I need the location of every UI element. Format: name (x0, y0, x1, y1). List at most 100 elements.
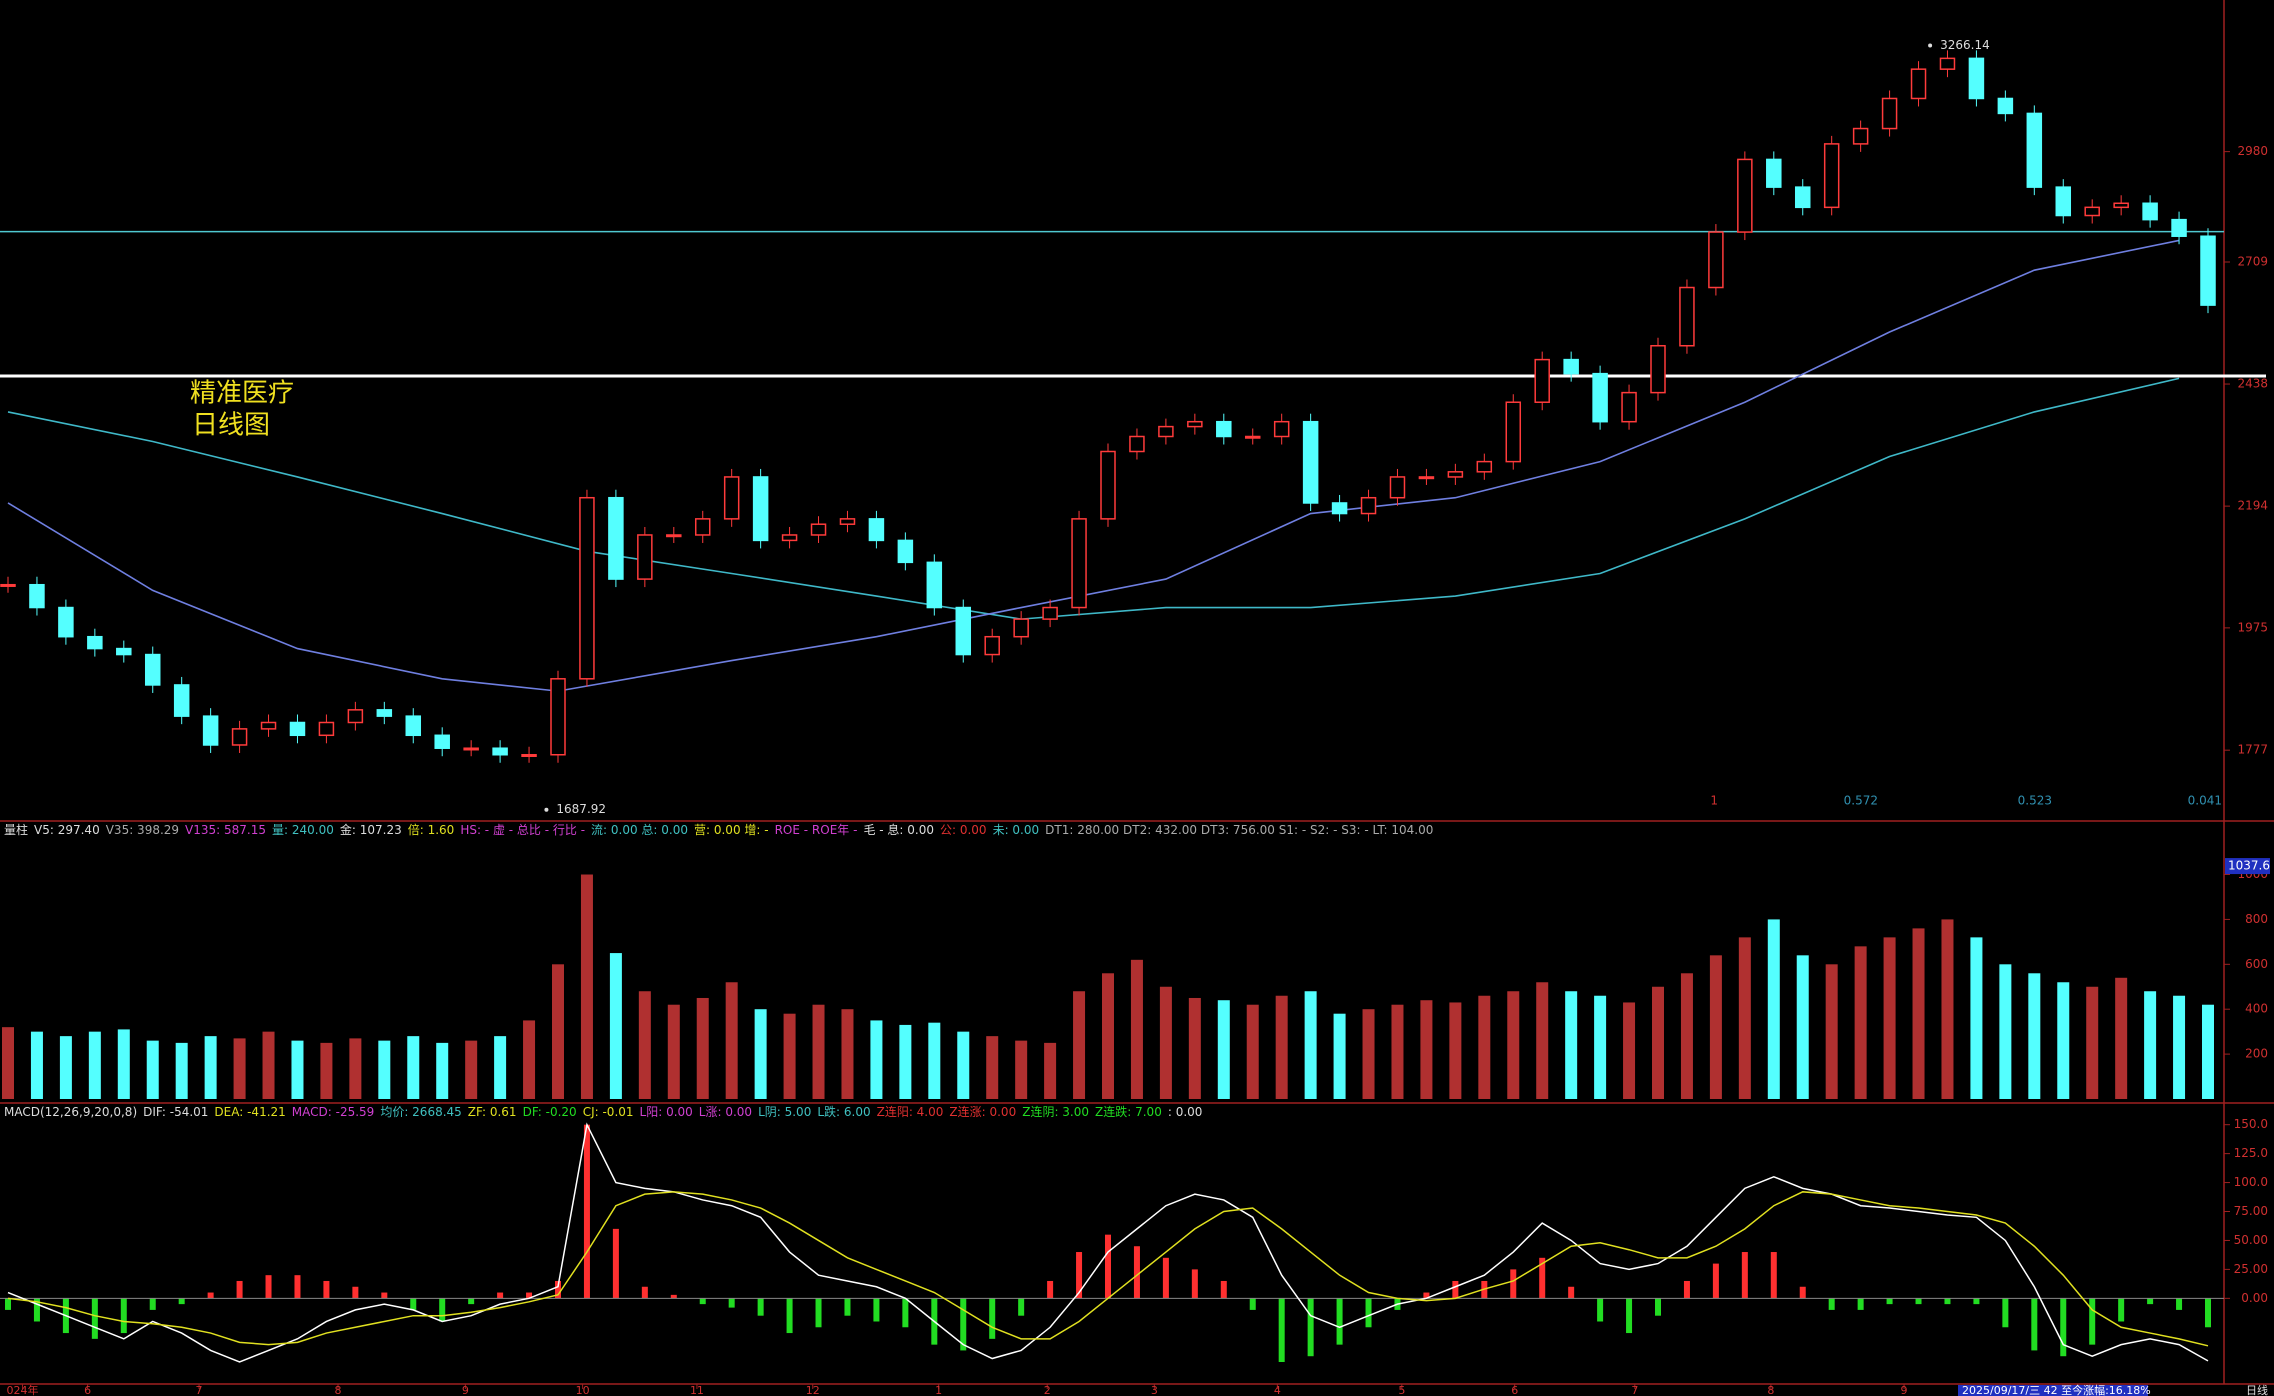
volume-bar (1970, 937, 1983, 1099)
macd-bar (2060, 1298, 2067, 1357)
macd-bar (1973, 1298, 1980, 1305)
volume-bar (783, 1013, 796, 1099)
y-tick-label: 2194 (2237, 499, 2268, 513)
x-tick-label: 4 (1274, 1384, 1281, 1396)
candle (1794, 186, 1811, 209)
candle (1968, 57, 1985, 100)
candle (2171, 218, 2187, 237)
header-item: L跌: 6.00 (817, 1104, 870, 1119)
x-tick-label: 11 (690, 1384, 704, 1396)
candle (1592, 372, 1608, 423)
y-tick-label: 800 (2245, 912, 2268, 926)
header-item: Z连涨: 0.00 (949, 1104, 1016, 1119)
candle (781, 534, 798, 542)
y-tick-label: 75.00 (2234, 1204, 2268, 1218)
volume-bar (580, 874, 593, 1099)
candle (463, 747, 479, 751)
volume-bar (928, 1022, 941, 1099)
candle (897, 539, 914, 564)
macd-bar (2031, 1298, 2038, 1351)
volume-bar (1449, 1002, 1462, 1099)
volume-bar (59, 1036, 72, 1099)
candle (1129, 435, 1145, 453)
macd-bar (1770, 1252, 1777, 1299)
volume-bar (1565, 991, 1578, 1099)
y-tick-label: 2980 (2237, 144, 2268, 158)
candle (1418, 476, 1435, 480)
macd-bar (1133, 1246, 1140, 1299)
candle (87, 635, 103, 650)
macd-bar (1655, 1298, 1661, 1316)
y-tick-label: 100.0 (2234, 1175, 2268, 1189)
macd-bar (1220, 1280, 1227, 1299)
volume-bar (1594, 995, 1607, 1099)
volume-bar (1623, 1002, 1636, 1099)
macd-bar (2002, 1298, 2009, 1328)
header-item: L涨: 0.00 (699, 1104, 752, 1119)
volume-bar (1188, 997, 1201, 1099)
candle (1071, 518, 1087, 609)
macd-bar (149, 1298, 156, 1310)
x-tick-label: 8 (335, 1384, 342, 1396)
max-box (2225, 858, 2270, 875)
candle (1187, 420, 1203, 428)
macd-bar (815, 1298, 822, 1328)
candle (1679, 286, 1695, 347)
macd-bar (1915, 1298, 1922, 1305)
volume-bar (1883, 937, 1896, 1099)
macd-bar (1539, 1257, 1546, 1299)
footer-label: 0.572 (1844, 794, 1878, 808)
y-tick-label: 50.00 (2234, 1233, 2268, 1247)
candle (58, 606, 74, 638)
extreme-label: 3266.14 (1940, 38, 1990, 52)
macd-bar (583, 1124, 590, 1299)
header-item: 公: 0.00 (940, 823, 987, 837)
header-item: 未: 0.00 (993, 823, 1040, 837)
macd-bar (1799, 1286, 1806, 1299)
macd-bar (1683, 1280, 1690, 1299)
y-tick-label: 2438 (2237, 377, 2268, 391)
candle (1939, 57, 1956, 70)
period: 日线 (2246, 1383, 2268, 1396)
candle (1331, 502, 1348, 515)
volume-bar (725, 982, 738, 1099)
volume-bar (2115, 977, 2128, 1099)
volume-bar (1391, 1004, 1404, 1099)
macd-bar (526, 1292, 533, 1299)
volume-bar (436, 1042, 449, 1099)
candle (1100, 450, 1116, 520)
macd-bar (728, 1298, 735, 1308)
y-tick-label: 0.00 (2241, 1291, 2268, 1305)
macd-bar (1741, 1252, 1748, 1299)
candle (0, 583, 16, 587)
volume-bar (754, 1009, 767, 1099)
volume-bar (609, 953, 622, 1099)
macd-bar (2176, 1298, 2183, 1310)
macd-bar (1597, 1298, 1604, 1322)
volume-bar (2, 1027, 14, 1099)
header-item: CJ: -0.01 (583, 1105, 634, 1119)
volume-bar (1854, 946, 1867, 1099)
macd-bar (352, 1286, 359, 1299)
x-tick-label: 10 (576, 1384, 590, 1396)
volume-bar (30, 1031, 43, 1099)
candle (376, 709, 393, 717)
volume-bar (1420, 1000, 1433, 1099)
volume-bar (1130, 959, 1143, 1099)
macd-bar (178, 1298, 185, 1305)
macd-bar (1047, 1280, 1054, 1299)
header-item: : 0.00 (1168, 1105, 1203, 1119)
volume-bar (146, 1040, 159, 1099)
volume-bar (378, 1040, 391, 1099)
extreme-marker (1928, 43, 1933, 48)
panel-header: MACD(12,26,9,20,0,8) DIF: -54.01 DEA: -41.… (4, 1104, 1202, 1119)
volume-bar (552, 964, 564, 1099)
header-item: 营: 0.00 增: - (694, 823, 769, 837)
macd-bar (555, 1280, 561, 1299)
footer-label: 0.041 (2188, 794, 2222, 808)
macd-bar (1191, 1269, 1198, 1299)
volume-bar (957, 1031, 970, 1099)
x-tick-label: 1 (935, 1384, 942, 1396)
